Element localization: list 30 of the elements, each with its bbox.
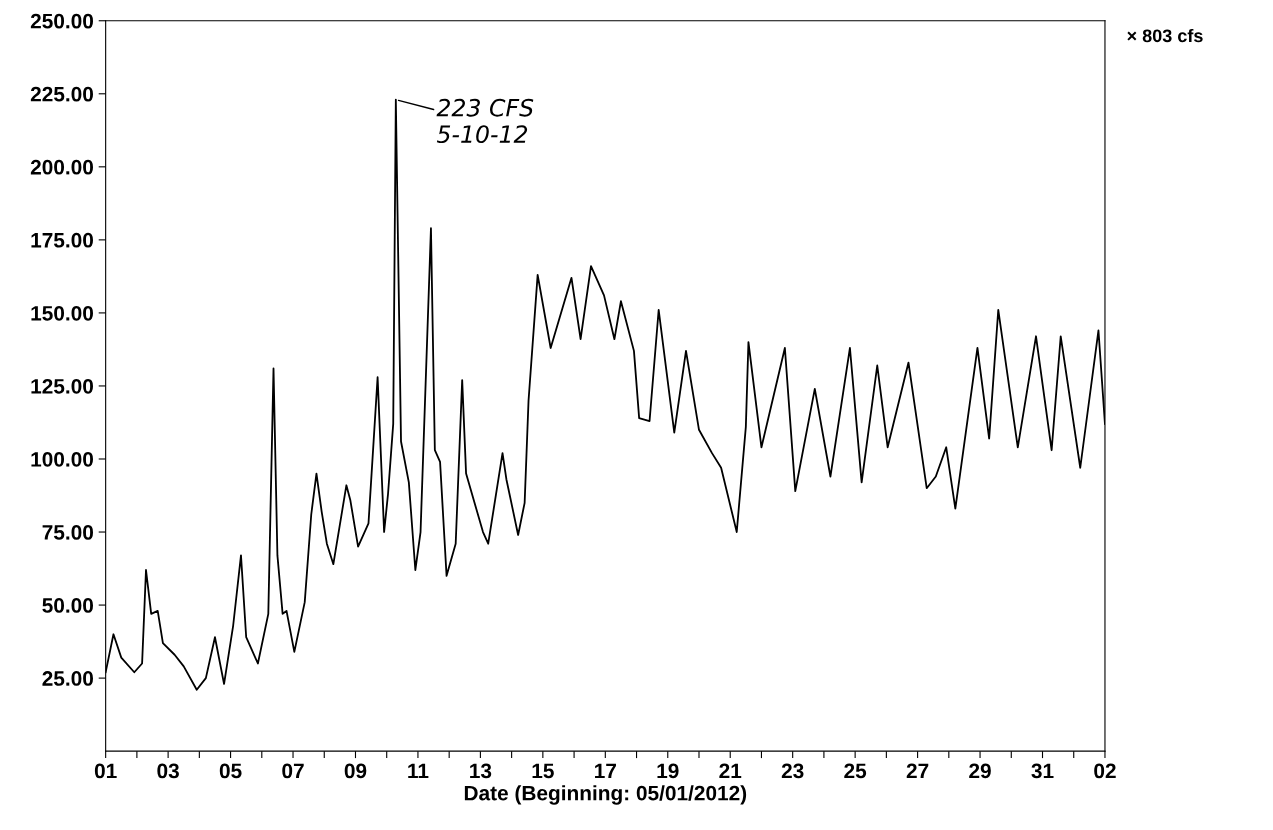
text: × 803 cfs <box>1127 28 1203 43</box>
y-tick-label: 125.00 <box>31 378 94 394</box>
x-tick-label: 05 <box>219 763 242 779</box>
x-tick-label: 02 <box>1094 763 1116 779</box>
x-tick-label: 25 <box>844 763 867 779</box>
x-tick-label: 11 <box>408 763 429 779</box>
x-tick-label: 23 <box>781 763 804 779</box>
x-tick-label: 03 <box>157 763 179 779</box>
y-tick-label: 175.00 <box>31 232 94 248</box>
x-tick-label: 01 <box>94 763 117 779</box>
y-tick-label: 200.00 <box>30 159 94 175</box>
x-tick-label: 17 <box>595 763 616 779</box>
x-tick-label: 15 <box>532 763 554 779</box>
y-tick-label: 250.00 <box>30 13 94 29</box>
y-tick-label: 25.00 <box>42 671 93 686</box>
y-tick-label: 100.00 <box>31 451 94 467</box>
x-tick-label: 19 <box>657 763 679 779</box>
x-tick-label: 29 <box>969 763 991 779</box>
x-tick-label: 27 <box>906 763 929 779</box>
x-axis-title: Date (Beginning: 05/01/2012) <box>464 785 747 805</box>
y-tick-label: 225.00 <box>30 86 94 102</box>
x-tick-label: 31 <box>1031 763 1054 779</box>
y-tick-label: 75.00 <box>42 525 93 540</box>
y-tick-label: 150.00 <box>31 305 94 321</box>
x-tick-label: 13 <box>470 763 492 779</box>
x-tick-label: 21 <box>719 763 742 779</box>
annotation: 223 CFS 5-10-12 <box>436 98 534 144</box>
x-tick-label: 07 <box>282 763 304 779</box>
y-tick-label: 50.00 <box>42 598 93 613</box>
x-tick-label: 09 <box>344 763 367 779</box>
